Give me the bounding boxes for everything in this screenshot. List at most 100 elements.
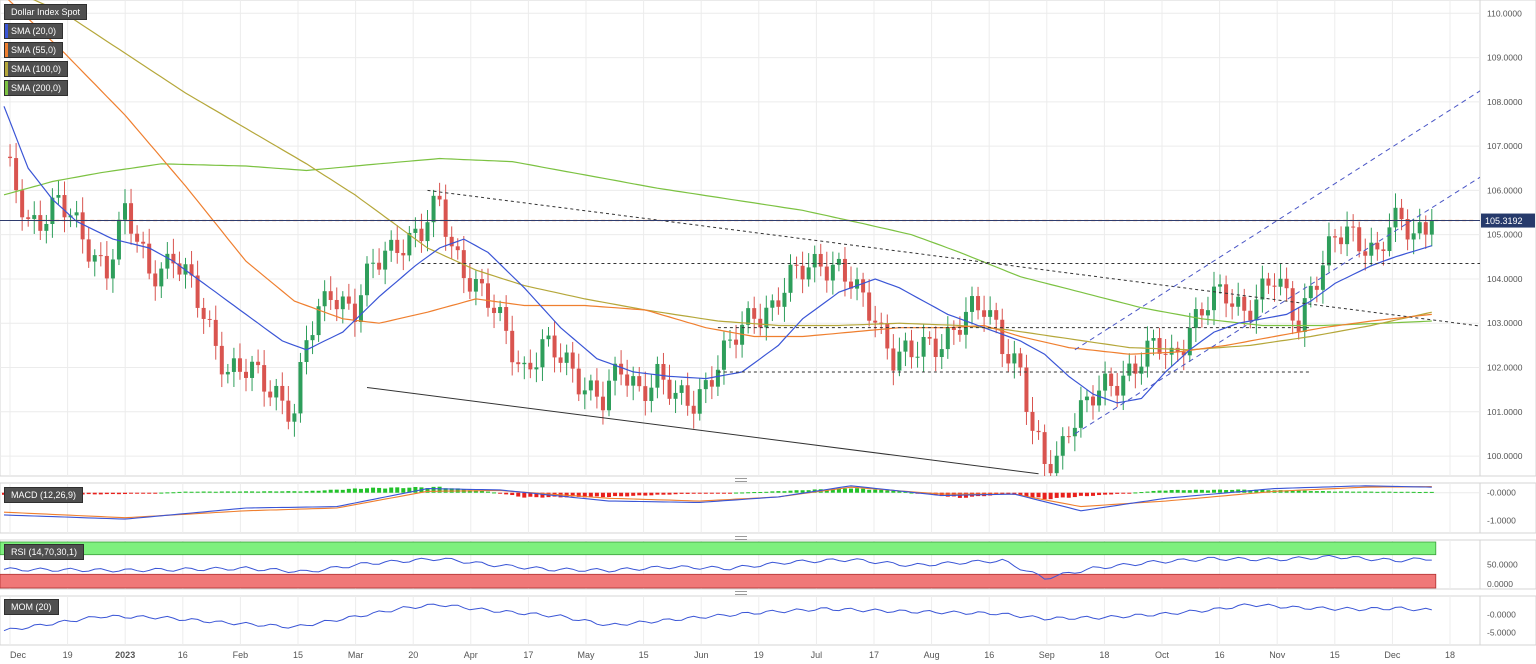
macd-hist-bar	[110, 492, 115, 495]
candle-body	[38, 215, 43, 231]
y-tick-label: 103.0000	[1487, 318, 1523, 328]
legend-swatch-sma200	[5, 81, 8, 95]
candle-body	[1429, 220, 1434, 235]
macd-hist-bar	[1218, 489, 1223, 493]
candle-body	[697, 389, 702, 414]
macd-hist-bar	[649, 492, 654, 496]
macd-hist-bar	[479, 490, 484, 493]
x-tick-label: 19	[63, 650, 73, 660]
candle-body	[431, 195, 436, 223]
legend-swatch-sma55	[5, 43, 8, 57]
macd-hist-bar	[691, 492, 696, 494]
macd-hist-bar	[334, 489, 339, 493]
candle-body	[764, 307, 769, 328]
candle-body	[135, 233, 140, 242]
candles	[8, 143, 1434, 476]
candle-body	[703, 380, 708, 390]
macd-hist-bar	[1181, 490, 1186, 493]
candle-body	[1345, 226, 1350, 245]
macd-hist-bar	[250, 491, 255, 493]
macd-hist-bar	[1326, 491, 1331, 493]
candle-body	[298, 362, 303, 414]
candle-body	[1254, 299, 1259, 321]
macd-hist-bar	[655, 492, 660, 495]
macd-hist-bar	[879, 489, 884, 493]
candle-body	[1187, 327, 1192, 356]
resize-handle-macd[interactable]	[735, 478, 747, 482]
candle-body	[1320, 265, 1325, 290]
macd-hist-bar	[371, 487, 376, 493]
macd-hist-bar	[867, 489, 872, 493]
macd-hist-bar	[425, 488, 430, 493]
candle-body	[1036, 430, 1041, 433]
macd-hist-bar	[540, 492, 545, 498]
candle-body	[1006, 354, 1011, 364]
candle-body	[570, 352, 575, 369]
macd-hist-bar	[123, 492, 127, 495]
candle-body	[1308, 285, 1313, 299]
macd-hist-bar	[1284, 490, 1289, 493]
candle-body	[80, 212, 85, 240]
candle-body	[903, 340, 908, 352]
macd-hist-bar	[365, 488, 369, 493]
macd-hist-bar	[734, 492, 739, 494]
candle-body	[383, 250, 388, 270]
macd-hist-bar	[1314, 491, 1319, 493]
macd-hist-bar	[1369, 491, 1374, 493]
macd-hist-bar	[1109, 492, 1114, 495]
candle-body	[14, 158, 19, 191]
resize-handle-mom[interactable]	[735, 591, 747, 595]
resize-handle-rsi[interactable]	[735, 536, 747, 540]
candle-body	[830, 264, 835, 281]
macd-hist-bar	[159, 492, 164, 494]
macd-hist-bar	[92, 492, 97, 495]
rsi-y-tick-label: 0.0000	[1487, 579, 1513, 589]
legend-swatch-sma100	[5, 62, 8, 76]
macd-hist-bar	[885, 490, 890, 493]
candle-body	[667, 379, 672, 399]
candle-body	[110, 259, 115, 279]
candle-body	[26, 217, 31, 219]
x-tick-label: 17	[869, 650, 879, 660]
candle-body	[915, 356, 920, 358]
macd-hist-bar	[528, 492, 533, 497]
candle-body	[824, 266, 829, 281]
macd-hist-bar	[1078, 492, 1083, 496]
macd-hist-bar	[1363, 491, 1368, 493]
candle-body	[564, 352, 569, 363]
macd-hist-bar	[613, 492, 618, 497]
mom-y-tick-label: -0.0000	[1487, 610, 1516, 620]
legend-sma20: SMA (20,0)	[4, 23, 64, 39]
candle-body	[437, 195, 442, 200]
macd-hist-bar	[800, 490, 805, 493]
macd-hist-bar	[231, 491, 236, 493]
candle-body	[631, 376, 636, 386]
macd-hist-bar	[358, 488, 363, 493]
candle-body	[1224, 284, 1229, 304]
candle-body	[256, 361, 261, 366]
candle-body	[147, 243, 152, 274]
macd-hist-bar	[225, 491, 230, 493]
candle-body	[455, 246, 460, 251]
macd-hist-bar	[600, 492, 605, 498]
candle-body	[770, 300, 775, 308]
x-tick-label: 18	[1099, 650, 1109, 660]
candle-body	[141, 241, 146, 244]
candle-body	[867, 292, 872, 321]
macd-hist-bar	[703, 492, 708, 494]
candle-body	[346, 296, 351, 304]
candle-body	[1212, 286, 1216, 311]
candle-body	[619, 363, 624, 375]
macd-hist-bar	[1097, 492, 1102, 496]
macd-hist-bar	[1084, 492, 1089, 497]
candle-body	[909, 340, 914, 358]
macd-panel-title: MACD (12,26,9)	[4, 487, 84, 503]
macd-hist-bar	[776, 491, 781, 493]
candle-body	[1423, 222, 1428, 235]
candle-body	[1339, 237, 1344, 245]
macd-hist-bar	[516, 492, 521, 497]
macd-hist-bar	[1320, 491, 1325, 493]
candle-body	[419, 228, 424, 242]
macd-hist-bar	[1302, 490, 1307, 493]
